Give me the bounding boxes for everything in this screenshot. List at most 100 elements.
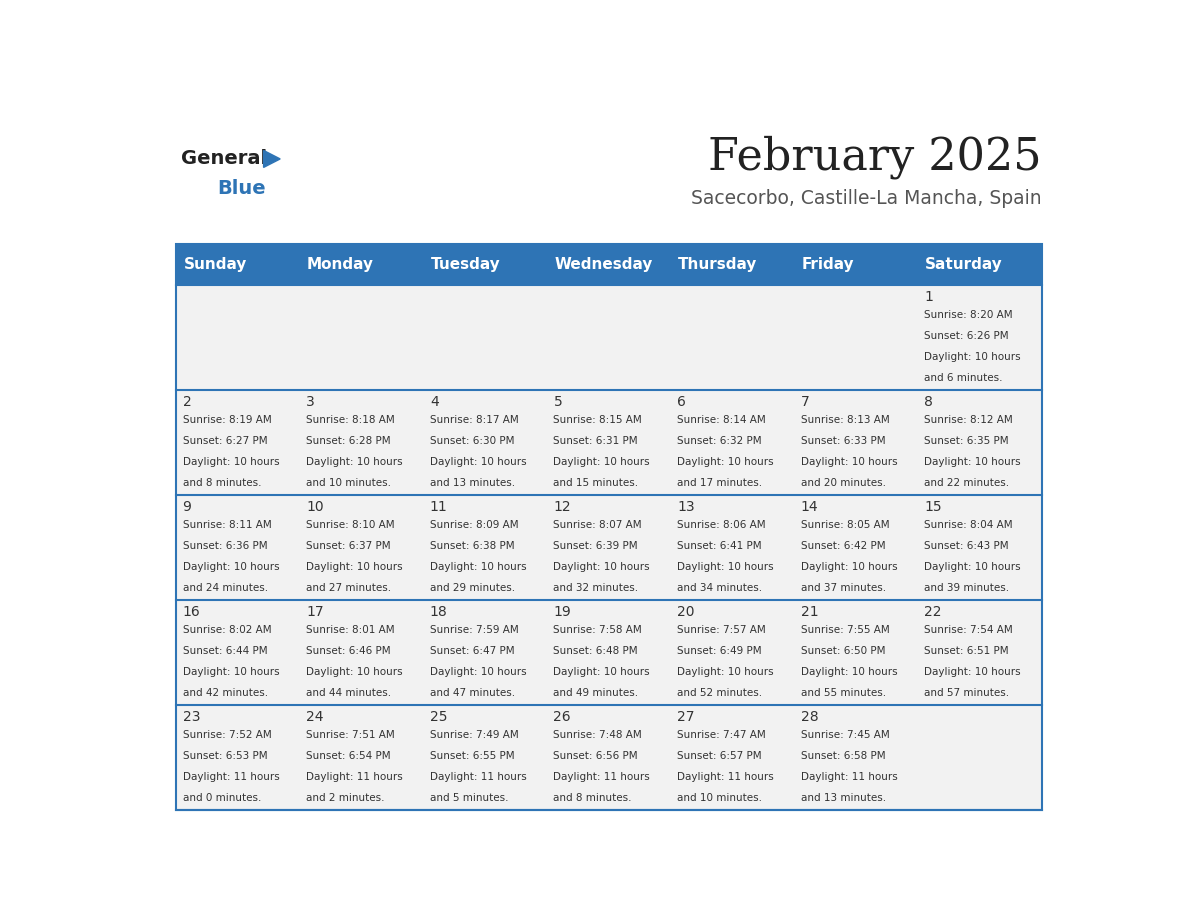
Bar bbox=[176, 495, 299, 599]
Text: Sunrise: 8:05 AM: Sunrise: 8:05 AM bbox=[801, 521, 890, 531]
Text: Daylight: 10 hours: Daylight: 10 hours bbox=[430, 563, 526, 572]
Bar bbox=[423, 285, 546, 390]
Text: 10: 10 bbox=[307, 499, 324, 514]
Text: Daylight: 10 hours: Daylight: 10 hours bbox=[183, 457, 279, 467]
Text: and 13 minutes.: and 13 minutes. bbox=[430, 478, 514, 488]
Text: Sunrise: 7:55 AM: Sunrise: 7:55 AM bbox=[801, 625, 890, 635]
Text: Daylight: 11 hours: Daylight: 11 hours bbox=[677, 772, 773, 782]
Text: Sunrise: 8:01 AM: Sunrise: 8:01 AM bbox=[307, 625, 394, 635]
Text: and 39 minutes.: and 39 minutes. bbox=[924, 583, 1010, 593]
Text: Sunrise: 8:09 AM: Sunrise: 8:09 AM bbox=[430, 521, 518, 531]
Bar bbox=[918, 285, 1042, 390]
Text: Sunrise: 7:59 AM: Sunrise: 7:59 AM bbox=[430, 625, 519, 635]
Text: Daylight: 10 hours: Daylight: 10 hours bbox=[183, 667, 279, 677]
Text: Daylight: 10 hours: Daylight: 10 hours bbox=[924, 667, 1020, 677]
Text: 28: 28 bbox=[801, 710, 819, 724]
Text: and 5 minutes.: and 5 minutes. bbox=[430, 793, 508, 803]
Text: 1: 1 bbox=[924, 290, 934, 304]
Text: 20: 20 bbox=[677, 605, 695, 619]
Text: Sacecorbo, Castille-La Mancha, Spain: Sacecorbo, Castille-La Mancha, Spain bbox=[691, 189, 1042, 208]
Text: Sunset: 6:38 PM: Sunset: 6:38 PM bbox=[430, 542, 514, 552]
Text: Sunrise: 8:17 AM: Sunrise: 8:17 AM bbox=[430, 415, 519, 425]
Text: Sunset: 6:30 PM: Sunset: 6:30 PM bbox=[430, 436, 514, 446]
Text: 11: 11 bbox=[430, 499, 448, 514]
Text: 17: 17 bbox=[307, 605, 324, 619]
Bar bbox=[299, 495, 423, 599]
Text: Blue: Blue bbox=[217, 179, 266, 197]
Bar bbox=[176, 285, 299, 390]
Text: and 42 minutes.: and 42 minutes. bbox=[183, 688, 267, 699]
Text: Daylight: 10 hours: Daylight: 10 hours bbox=[801, 457, 897, 467]
Text: and 49 minutes.: and 49 minutes. bbox=[554, 688, 639, 699]
Text: Sunrise: 7:48 AM: Sunrise: 7:48 AM bbox=[554, 731, 643, 740]
Text: Sunset: 6:50 PM: Sunset: 6:50 PM bbox=[801, 646, 885, 656]
Text: Thursday: Thursday bbox=[678, 257, 758, 272]
Text: Daylight: 10 hours: Daylight: 10 hours bbox=[677, 667, 773, 677]
Text: Daylight: 10 hours: Daylight: 10 hours bbox=[924, 563, 1020, 572]
Text: February 2025: February 2025 bbox=[708, 135, 1042, 179]
Text: 4: 4 bbox=[430, 395, 438, 409]
Text: Daylight: 10 hours: Daylight: 10 hours bbox=[801, 667, 897, 677]
Text: and 34 minutes.: and 34 minutes. bbox=[677, 583, 763, 593]
Text: and 20 minutes.: and 20 minutes. bbox=[801, 478, 886, 488]
Bar bbox=[795, 285, 918, 390]
Text: Sunset: 6:58 PM: Sunset: 6:58 PM bbox=[801, 751, 885, 761]
Text: Sunset: 6:47 PM: Sunset: 6:47 PM bbox=[430, 646, 514, 656]
Text: Sunset: 6:53 PM: Sunset: 6:53 PM bbox=[183, 751, 267, 761]
Text: 5: 5 bbox=[554, 395, 562, 409]
Text: Sunrise: 8:12 AM: Sunrise: 8:12 AM bbox=[924, 415, 1013, 425]
Text: Monday: Monday bbox=[308, 257, 374, 272]
Bar bbox=[299, 599, 423, 705]
Text: Sunrise: 8:13 AM: Sunrise: 8:13 AM bbox=[801, 415, 890, 425]
Text: Daylight: 10 hours: Daylight: 10 hours bbox=[677, 563, 773, 572]
Text: 22: 22 bbox=[924, 605, 942, 619]
Text: and 8 minutes.: and 8 minutes. bbox=[183, 478, 261, 488]
Text: Sunset: 6:32 PM: Sunset: 6:32 PM bbox=[677, 436, 762, 446]
Bar bbox=[671, 705, 795, 810]
Bar bbox=[546, 285, 671, 390]
Text: Sunrise: 8:02 AM: Sunrise: 8:02 AM bbox=[183, 625, 271, 635]
Bar bbox=[176, 705, 299, 810]
Bar bbox=[423, 599, 546, 705]
Text: Daylight: 10 hours: Daylight: 10 hours bbox=[183, 563, 279, 572]
Text: Sunrise: 7:58 AM: Sunrise: 7:58 AM bbox=[554, 625, 643, 635]
Text: 26: 26 bbox=[554, 710, 571, 724]
Text: 23: 23 bbox=[183, 710, 200, 724]
Text: Sunrise: 8:10 AM: Sunrise: 8:10 AM bbox=[307, 521, 394, 531]
Text: Sunset: 6:44 PM: Sunset: 6:44 PM bbox=[183, 646, 267, 656]
Text: Saturday: Saturday bbox=[925, 257, 1003, 272]
Text: Tuesday: Tuesday bbox=[431, 257, 500, 272]
Text: Daylight: 10 hours: Daylight: 10 hours bbox=[307, 667, 403, 677]
Text: Sunset: 6:43 PM: Sunset: 6:43 PM bbox=[924, 542, 1009, 552]
Text: Daylight: 11 hours: Daylight: 11 hours bbox=[801, 772, 897, 782]
Text: Sunset: 6:41 PM: Sunset: 6:41 PM bbox=[677, 542, 762, 552]
Bar bbox=[546, 495, 671, 599]
Text: 9: 9 bbox=[183, 499, 191, 514]
Bar bbox=[918, 599, 1042, 705]
Text: and 27 minutes.: and 27 minutes. bbox=[307, 583, 391, 593]
Text: Sunrise: 7:54 AM: Sunrise: 7:54 AM bbox=[924, 625, 1013, 635]
Text: Daylight: 11 hours: Daylight: 11 hours bbox=[307, 772, 403, 782]
Text: Sunday: Sunday bbox=[183, 257, 247, 272]
Text: 19: 19 bbox=[554, 605, 571, 619]
Text: Daylight: 10 hours: Daylight: 10 hours bbox=[924, 457, 1020, 467]
Bar bbox=[795, 390, 918, 495]
Text: Daylight: 10 hours: Daylight: 10 hours bbox=[924, 353, 1020, 363]
Text: Sunrise: 8:19 AM: Sunrise: 8:19 AM bbox=[183, 415, 271, 425]
Text: Sunset: 6:33 PM: Sunset: 6:33 PM bbox=[801, 436, 885, 446]
Text: and 10 minutes.: and 10 minutes. bbox=[677, 793, 763, 803]
Bar bbox=[299, 705, 423, 810]
Text: 7: 7 bbox=[801, 395, 809, 409]
Bar bbox=[299, 390, 423, 495]
Text: and 37 minutes.: and 37 minutes. bbox=[801, 583, 886, 593]
Text: Friday: Friday bbox=[802, 257, 854, 272]
Text: Sunset: 6:54 PM: Sunset: 6:54 PM bbox=[307, 751, 391, 761]
Text: Sunset: 6:46 PM: Sunset: 6:46 PM bbox=[307, 646, 391, 656]
Text: and 15 minutes.: and 15 minutes. bbox=[554, 478, 639, 488]
Text: Sunrise: 8:06 AM: Sunrise: 8:06 AM bbox=[677, 521, 766, 531]
Text: Sunset: 6:51 PM: Sunset: 6:51 PM bbox=[924, 646, 1009, 656]
Text: 21: 21 bbox=[801, 605, 819, 619]
Bar bbox=[671, 390, 795, 495]
Text: and 47 minutes.: and 47 minutes. bbox=[430, 688, 514, 699]
Bar bbox=[918, 705, 1042, 810]
